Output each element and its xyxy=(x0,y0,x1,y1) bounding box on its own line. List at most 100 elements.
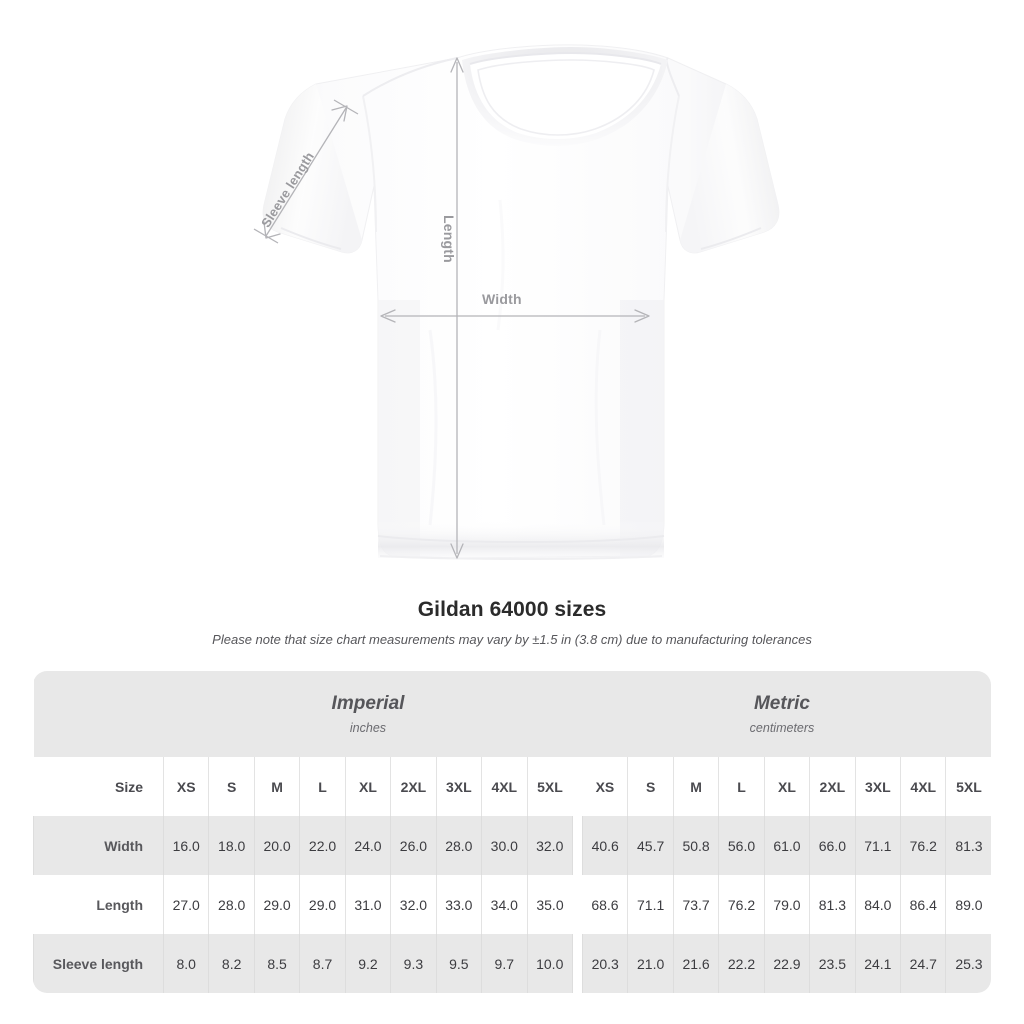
cell-imperial-3XL: 28.0 xyxy=(435,816,482,875)
shirt-body-shape xyxy=(262,44,780,560)
cell-metric-3XL: 24.1 xyxy=(854,934,901,993)
cell-imperial-2XL: 26.0 xyxy=(390,816,437,875)
size-header-metric-2XL: 2XL xyxy=(809,757,856,816)
cell-metric-L: 56.0 xyxy=(718,816,765,875)
size-header-imperial-XS: XS xyxy=(162,757,209,816)
size-header-imperial-5XL: 5XL xyxy=(526,757,573,816)
cell-imperial-5XL: 35.0 xyxy=(526,875,573,934)
cell-imperial-XS: 27.0 xyxy=(162,875,209,934)
cell-metric-L: 22.2 xyxy=(718,934,765,993)
table-row: Sleeve length 8.0 8.2 8.5 8.7 9.2 9.3 9.5 9.7 10.… xyxy=(33,934,991,993)
group-gap xyxy=(572,757,582,816)
cell-imperial-4XL: 9.7 xyxy=(481,934,527,993)
table-row: Width 16.0 18.0 20.0 22.0 24.0 26.0 28.0 30.0 32.… xyxy=(33,816,991,875)
cell-imperial-M: 29.0 xyxy=(253,875,300,934)
cell-metric-S: 71.1 xyxy=(627,875,674,934)
cell-metric-XL: 79.0 xyxy=(763,875,810,934)
cell-imperial-3XL: 33.0 xyxy=(435,875,482,934)
cell-metric-5XL: 25.3 xyxy=(945,934,991,993)
cell-imperial-L: 8.7 xyxy=(299,934,346,993)
cell-metric-5XL: 81.3 xyxy=(945,816,991,875)
cell-metric-XS: 20.3 xyxy=(581,934,628,993)
cell-metric-3XL: 84.0 xyxy=(854,875,901,934)
cell-metric-3XL: 71.1 xyxy=(854,816,901,875)
sleeve-length-arrow xyxy=(253,99,359,244)
cell-metric-M: 50.8 xyxy=(672,816,719,875)
size-header-imperial-2XL: 2XL xyxy=(390,757,437,816)
size-header-imperial-L: L xyxy=(299,757,346,816)
cell-metric-4XL: 86.4 xyxy=(900,875,946,934)
cell-metric-XL: 61.0 xyxy=(763,816,810,875)
cell-metric-2XL: 23.5 xyxy=(809,934,856,993)
cell-metric-2XL: 81.3 xyxy=(809,875,856,934)
page-title: Gildan 64000 sizes xyxy=(417,598,607,621)
width-arrow xyxy=(380,309,650,323)
size-header-imperial-3XL: 3XL xyxy=(435,757,482,816)
row-label-width: Width xyxy=(33,816,164,875)
cell-metric-2XL: 66.0 xyxy=(809,816,856,875)
size-header-metric-5XL: 5XL xyxy=(945,757,991,816)
table-header-row: Size XS S M L XL 2XL 3XL 4XL 5XL XS S M L XL 2XL 3XL 4XL 5… xyxy=(33,757,991,816)
cell-imperial-2XL: 9.3 xyxy=(390,934,437,993)
cell-metric-XS: 40.6 xyxy=(581,816,628,875)
cell-imperial-XL: 9.2 xyxy=(344,934,391,993)
cell-imperial-3XL: 9.5 xyxy=(435,934,482,993)
tshirt-diagram: Width Length Sleeve length xyxy=(253,44,780,560)
cell-imperial-L: 22.0 xyxy=(299,816,346,875)
row-label-sleeve-length: Sleeve length xyxy=(33,934,164,993)
group-unit-imperial: inches xyxy=(349,721,387,736)
cell-imperial-XL: 24.0 xyxy=(344,816,391,875)
size-header-imperial-XL: XL xyxy=(344,757,391,816)
dimension-arrows xyxy=(253,57,650,559)
cell-imperial-XS: 16.0 xyxy=(162,816,209,875)
width-dimension-label: Width xyxy=(482,291,522,307)
group-gap xyxy=(572,875,582,934)
cell-imperial-5XL: 10.0 xyxy=(526,934,573,993)
cell-imperial-5XL: 32.0 xyxy=(526,816,573,875)
title-block: Gildan 64000 sizes Please note that size… xyxy=(0,598,1024,647)
unit-group-header-row: Imperial inches Metric centimeters xyxy=(33,671,991,757)
group-gap xyxy=(571,934,583,993)
cell-imperial-XL: 31.0 xyxy=(344,875,391,934)
row-label-size: Size xyxy=(33,757,164,816)
cell-metric-S: 45.7 xyxy=(627,816,674,875)
group-header-imperial: Imperial inches xyxy=(163,671,573,757)
group-title-metric: Metric xyxy=(753,692,810,714)
cell-imperial-M: 20.0 xyxy=(253,816,300,875)
size-header-imperial-4XL: 4XL xyxy=(481,757,527,816)
cell-metric-S: 21.0 xyxy=(627,934,674,993)
length-dimension-label: Length xyxy=(441,215,457,263)
cell-metric-4XL: 24.7 xyxy=(900,934,946,993)
cell-metric-M: 73.7 xyxy=(672,875,719,934)
cell-imperial-4XL: 30.0 xyxy=(481,816,527,875)
group-title-imperial: Imperial xyxy=(331,692,405,714)
group-unit-metric: centimeters xyxy=(749,721,815,736)
group-header-spacer xyxy=(33,671,164,757)
cell-imperial-2XL: 32.0 xyxy=(390,875,437,934)
cell-metric-XS: 68.6 xyxy=(582,875,628,934)
table-row: Length 27.0 28.0 29.0 29.0 31.0 32.0 33.0 34.0 35… xyxy=(33,875,991,934)
row-label-length: Length xyxy=(33,875,164,934)
cell-metric-L: 76.2 xyxy=(718,875,765,934)
length-arrow xyxy=(450,57,464,559)
size-header-metric-3XL: 3XL xyxy=(854,757,901,816)
cell-metric-M: 21.6 xyxy=(672,934,719,993)
size-header-metric-M: M xyxy=(672,757,719,816)
size-header-metric-4XL: 4XL xyxy=(900,757,946,816)
cell-imperial-4XL: 34.0 xyxy=(481,875,527,934)
size-chart-table: Imperial inches Metric centimeters Size X… xyxy=(33,671,991,993)
size-header-imperial-S: S xyxy=(208,757,255,816)
cell-metric-5XL: 89.0 xyxy=(945,875,991,934)
size-header-metric-L: L xyxy=(718,757,765,816)
cell-imperial-S: 18.0 xyxy=(208,816,255,875)
cell-imperial-M: 8.5 xyxy=(253,934,300,993)
cell-metric-XL: 22.9 xyxy=(763,934,810,993)
group-header-metric: Metric centimeters xyxy=(572,671,991,757)
size-header-metric-XL: XL xyxy=(763,757,810,816)
group-gap xyxy=(571,816,583,875)
size-header-imperial-M: M xyxy=(253,757,300,816)
cell-metric-4XL: 76.2 xyxy=(900,816,946,875)
cell-imperial-S: 8.2 xyxy=(208,934,255,993)
tshirt-illustration xyxy=(253,44,780,560)
tolerance-note: Please note that size chart measurements… xyxy=(212,632,812,647)
